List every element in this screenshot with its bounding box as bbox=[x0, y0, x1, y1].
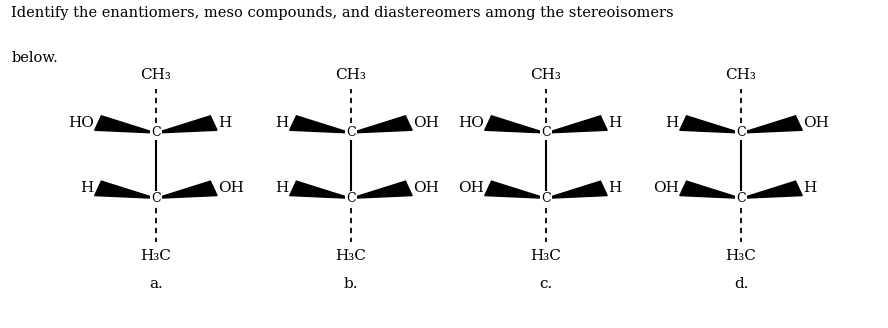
Text: H: H bbox=[80, 181, 93, 195]
Text: H₃C: H₃C bbox=[140, 249, 171, 263]
Text: HO: HO bbox=[458, 116, 484, 130]
Text: H: H bbox=[804, 181, 817, 195]
Text: below.: below. bbox=[12, 51, 58, 65]
Text: H₃C: H₃C bbox=[725, 249, 757, 263]
Polygon shape bbox=[741, 116, 802, 133]
Text: b.: b. bbox=[344, 277, 358, 291]
Polygon shape bbox=[485, 181, 546, 198]
Polygon shape bbox=[156, 181, 217, 198]
Text: H: H bbox=[665, 116, 678, 130]
Text: C: C bbox=[151, 127, 161, 139]
Text: CH₃: CH₃ bbox=[140, 68, 171, 82]
Text: OH: OH bbox=[458, 181, 484, 195]
Text: HO: HO bbox=[67, 116, 93, 130]
Text: CH₃: CH₃ bbox=[725, 68, 757, 82]
Polygon shape bbox=[351, 181, 412, 198]
Text: H: H bbox=[275, 116, 289, 130]
Text: H₃C: H₃C bbox=[336, 249, 367, 263]
Text: Identify the enantiomers, meso compounds, and diastereomers among the stereoisom: Identify the enantiomers, meso compounds… bbox=[12, 6, 674, 20]
Polygon shape bbox=[546, 181, 607, 198]
Text: H: H bbox=[608, 116, 622, 130]
Text: C: C bbox=[541, 192, 551, 205]
Text: OH: OH bbox=[804, 116, 829, 130]
Text: a.: a. bbox=[149, 277, 163, 291]
Polygon shape bbox=[680, 181, 741, 198]
Text: CH₃: CH₃ bbox=[336, 68, 367, 82]
Polygon shape bbox=[485, 116, 546, 133]
Text: C: C bbox=[736, 192, 746, 205]
Polygon shape bbox=[680, 116, 741, 133]
Text: d.: d. bbox=[733, 277, 749, 291]
Polygon shape bbox=[95, 116, 156, 133]
Polygon shape bbox=[351, 116, 412, 133]
Text: H: H bbox=[218, 116, 232, 130]
Text: H₃C: H₃C bbox=[530, 249, 561, 263]
Text: OH: OH bbox=[413, 116, 439, 130]
Text: H: H bbox=[608, 181, 622, 195]
Text: C: C bbox=[736, 127, 746, 139]
Text: OH: OH bbox=[653, 181, 678, 195]
Polygon shape bbox=[546, 116, 607, 133]
Polygon shape bbox=[95, 181, 156, 198]
Text: C: C bbox=[151, 192, 161, 205]
Text: C: C bbox=[346, 192, 356, 205]
Polygon shape bbox=[289, 181, 351, 198]
Text: OH: OH bbox=[218, 181, 244, 195]
Text: C: C bbox=[541, 127, 551, 139]
Text: CH₃: CH₃ bbox=[530, 68, 561, 82]
Text: C: C bbox=[346, 127, 356, 139]
Polygon shape bbox=[156, 116, 217, 133]
Polygon shape bbox=[289, 116, 351, 133]
Text: c.: c. bbox=[539, 277, 552, 291]
Text: H: H bbox=[275, 181, 289, 195]
Polygon shape bbox=[741, 181, 802, 198]
Text: OH: OH bbox=[413, 181, 439, 195]
